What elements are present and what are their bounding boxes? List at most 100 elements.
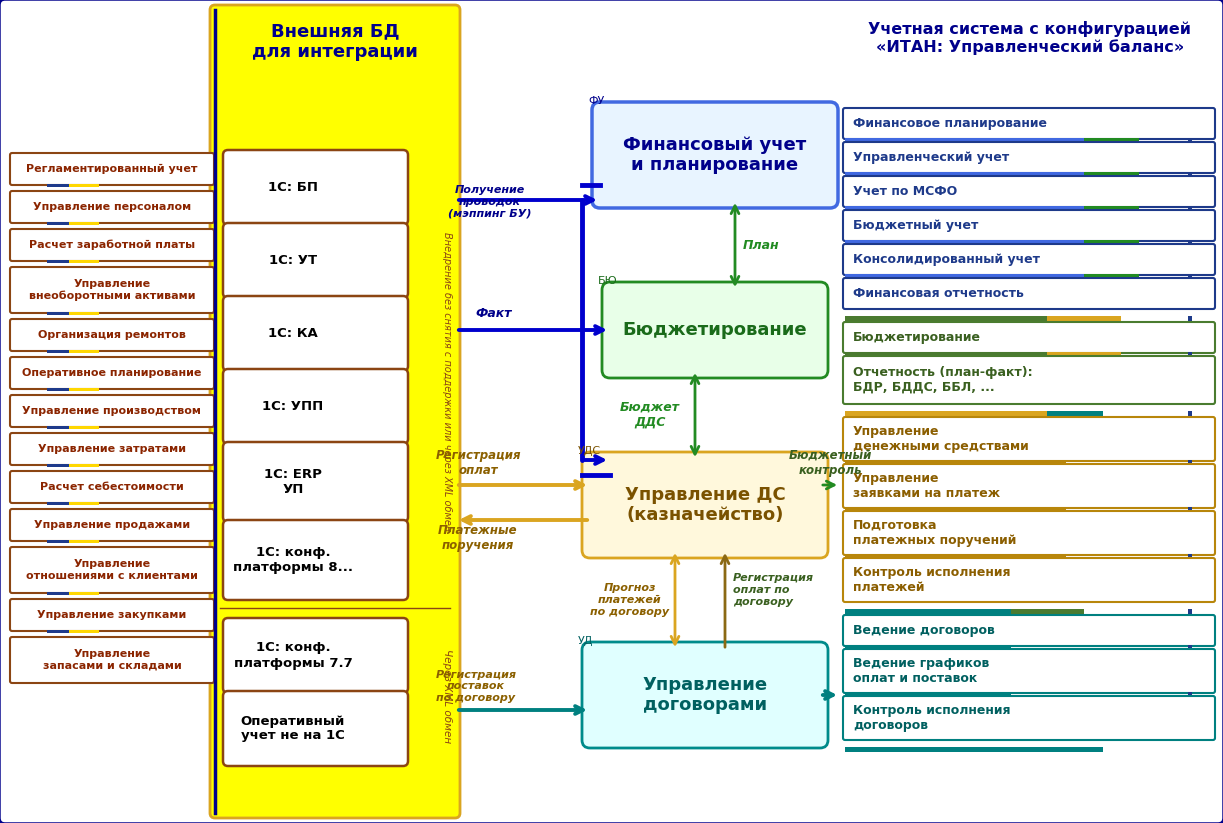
Bar [845, 609, 1010, 614]
Text: Платежные
поручения: Платежные поручения [438, 524, 517, 552]
Bar [845, 240, 1085, 244]
Bar [1085, 274, 1140, 278]
FancyBboxPatch shape [210, 5, 460, 818]
Text: Бюджетный учет: Бюджетный учет [852, 219, 978, 232]
FancyBboxPatch shape [582, 642, 828, 748]
FancyBboxPatch shape [223, 296, 408, 371]
Text: 1С: конф.
платформы 8...: 1С: конф. платформы 8... [234, 546, 353, 574]
FancyBboxPatch shape [843, 176, 1214, 207]
FancyBboxPatch shape [592, 102, 838, 208]
Text: Бюджетирование: Бюджетирование [623, 321, 807, 339]
Bar [1010, 609, 1085, 614]
Text: Через XML обмен: Через XML обмен [442, 649, 453, 743]
Bar [46, 184, 68, 187]
Text: Учет по МСФО: Учет по МСФО [852, 185, 958, 198]
Bar [68, 540, 99, 543]
Text: 1С: ERP
УП: 1С: ERP УП [264, 468, 322, 496]
Bar [845, 206, 1085, 210]
Text: 1С: КА: 1С: КА [268, 327, 318, 340]
Bar [845, 460, 1065, 464]
Bar [68, 388, 99, 391]
Text: Управление
денежными средствами: Управление денежными средствами [852, 425, 1029, 453]
Bar [1188, 240, 1192, 244]
Text: Внедрение без снятия с поддержки или через XML обмен: Внедрение без снятия с поддержки или чер… [442, 232, 453, 531]
FancyBboxPatch shape [602, 282, 828, 378]
Bar [68, 592, 99, 595]
Text: Управление
заявками на платеж: Управление заявками на платеж [852, 472, 1000, 500]
Bar [68, 630, 99, 633]
FancyBboxPatch shape [843, 244, 1214, 275]
Bar [1188, 460, 1192, 464]
Bar [46, 464, 68, 467]
Bar [46, 502, 68, 505]
Text: Организация ремонтов: Организация ремонтов [38, 330, 186, 340]
FancyBboxPatch shape [843, 696, 1214, 740]
Bar [1188, 274, 1192, 278]
FancyBboxPatch shape [843, 108, 1214, 139]
Text: Расчет себестоимости: Расчет себестоимости [40, 482, 183, 492]
Text: Финансовое планирование: Финансовое планирование [852, 117, 1047, 130]
FancyBboxPatch shape [10, 547, 214, 593]
FancyBboxPatch shape [10, 267, 214, 313]
FancyBboxPatch shape [223, 520, 408, 600]
Bar [1188, 411, 1192, 416]
Bar [845, 274, 1085, 278]
FancyBboxPatch shape [843, 511, 1214, 555]
Text: Прогноз
платежей
по договору: Прогноз платежей по договору [591, 584, 669, 616]
Text: Регистрация
оплат: Регистрация оплат [435, 449, 521, 477]
Bar [46, 312, 68, 315]
Text: Отчетность (план-факт):
БДР, БДДС, ББЛ, ...: Отчетность (план-факт): БДР, БДДС, ББЛ, … [852, 366, 1032, 394]
FancyBboxPatch shape [843, 210, 1214, 241]
Text: Внешняя БД
для интеграции: Внешняя БД для интеграции [252, 22, 418, 62]
Bar [1047, 316, 1121, 321]
Bar [46, 592, 68, 595]
Text: Консолидированный учет: Консолидированный учет [852, 253, 1040, 266]
Text: Управление производством: Управление производством [22, 406, 202, 416]
Bar [1188, 352, 1192, 356]
Text: УД: УД [578, 636, 593, 646]
Bar [1085, 138, 1140, 142]
FancyBboxPatch shape [223, 223, 408, 298]
Text: 1С: БП: 1С: БП [268, 181, 318, 194]
Bar [845, 554, 1065, 558]
Text: Управление закупками: Управление закупками [38, 610, 187, 620]
Bar [845, 172, 1085, 176]
FancyBboxPatch shape [843, 322, 1214, 353]
Text: Бюджетный
контроль: Бюджетный контроль [789, 449, 872, 477]
Text: Регистрация
оплат по
договору: Регистрация оплат по договору [733, 574, 815, 607]
Text: БЮ: БЮ [598, 276, 618, 286]
Bar [1188, 645, 1192, 649]
FancyBboxPatch shape [223, 369, 408, 444]
Bar [68, 350, 99, 353]
Text: Учетная система с конфигурацией
«ИТАН: Управленческий баланс»: Учетная система с конфигурацией «ИТАН: У… [868, 21, 1191, 55]
FancyBboxPatch shape [10, 395, 214, 427]
Bar [1188, 609, 1192, 614]
Bar [46, 426, 68, 429]
Bar [68, 464, 99, 467]
Text: Финансовый учет
и планирование: Финансовый учет и планирование [624, 136, 807, 174]
FancyBboxPatch shape [10, 229, 214, 261]
Text: Управление затратами: Управление затратами [38, 444, 186, 454]
FancyBboxPatch shape [843, 356, 1214, 404]
Bar [845, 507, 1065, 511]
Bar [845, 352, 1047, 356]
Bar [46, 630, 68, 633]
FancyBboxPatch shape [223, 618, 408, 693]
Bar [845, 747, 1103, 752]
Text: Управление
внеоборотными активами: Управление внеоборотными активами [29, 279, 196, 301]
Text: Регламентированный учет: Регламентированный учет [26, 164, 198, 174]
Bar [46, 222, 68, 225]
FancyBboxPatch shape [10, 471, 214, 503]
Bar [1047, 352, 1121, 356]
FancyBboxPatch shape [10, 599, 214, 631]
Text: Финансовая отчетность: Финансовая отчетность [852, 287, 1024, 300]
Bar [845, 138, 1085, 142]
Text: Оперативное планирование: Оперативное планирование [22, 368, 202, 378]
Text: Управленческий учет: Управленческий учет [852, 151, 1009, 164]
FancyBboxPatch shape [843, 615, 1214, 646]
Bar [1085, 172, 1140, 176]
FancyBboxPatch shape [10, 319, 214, 351]
FancyBboxPatch shape [843, 464, 1214, 508]
Bar [46, 540, 68, 543]
Text: Управление продажами: Управление продажами [34, 520, 190, 530]
